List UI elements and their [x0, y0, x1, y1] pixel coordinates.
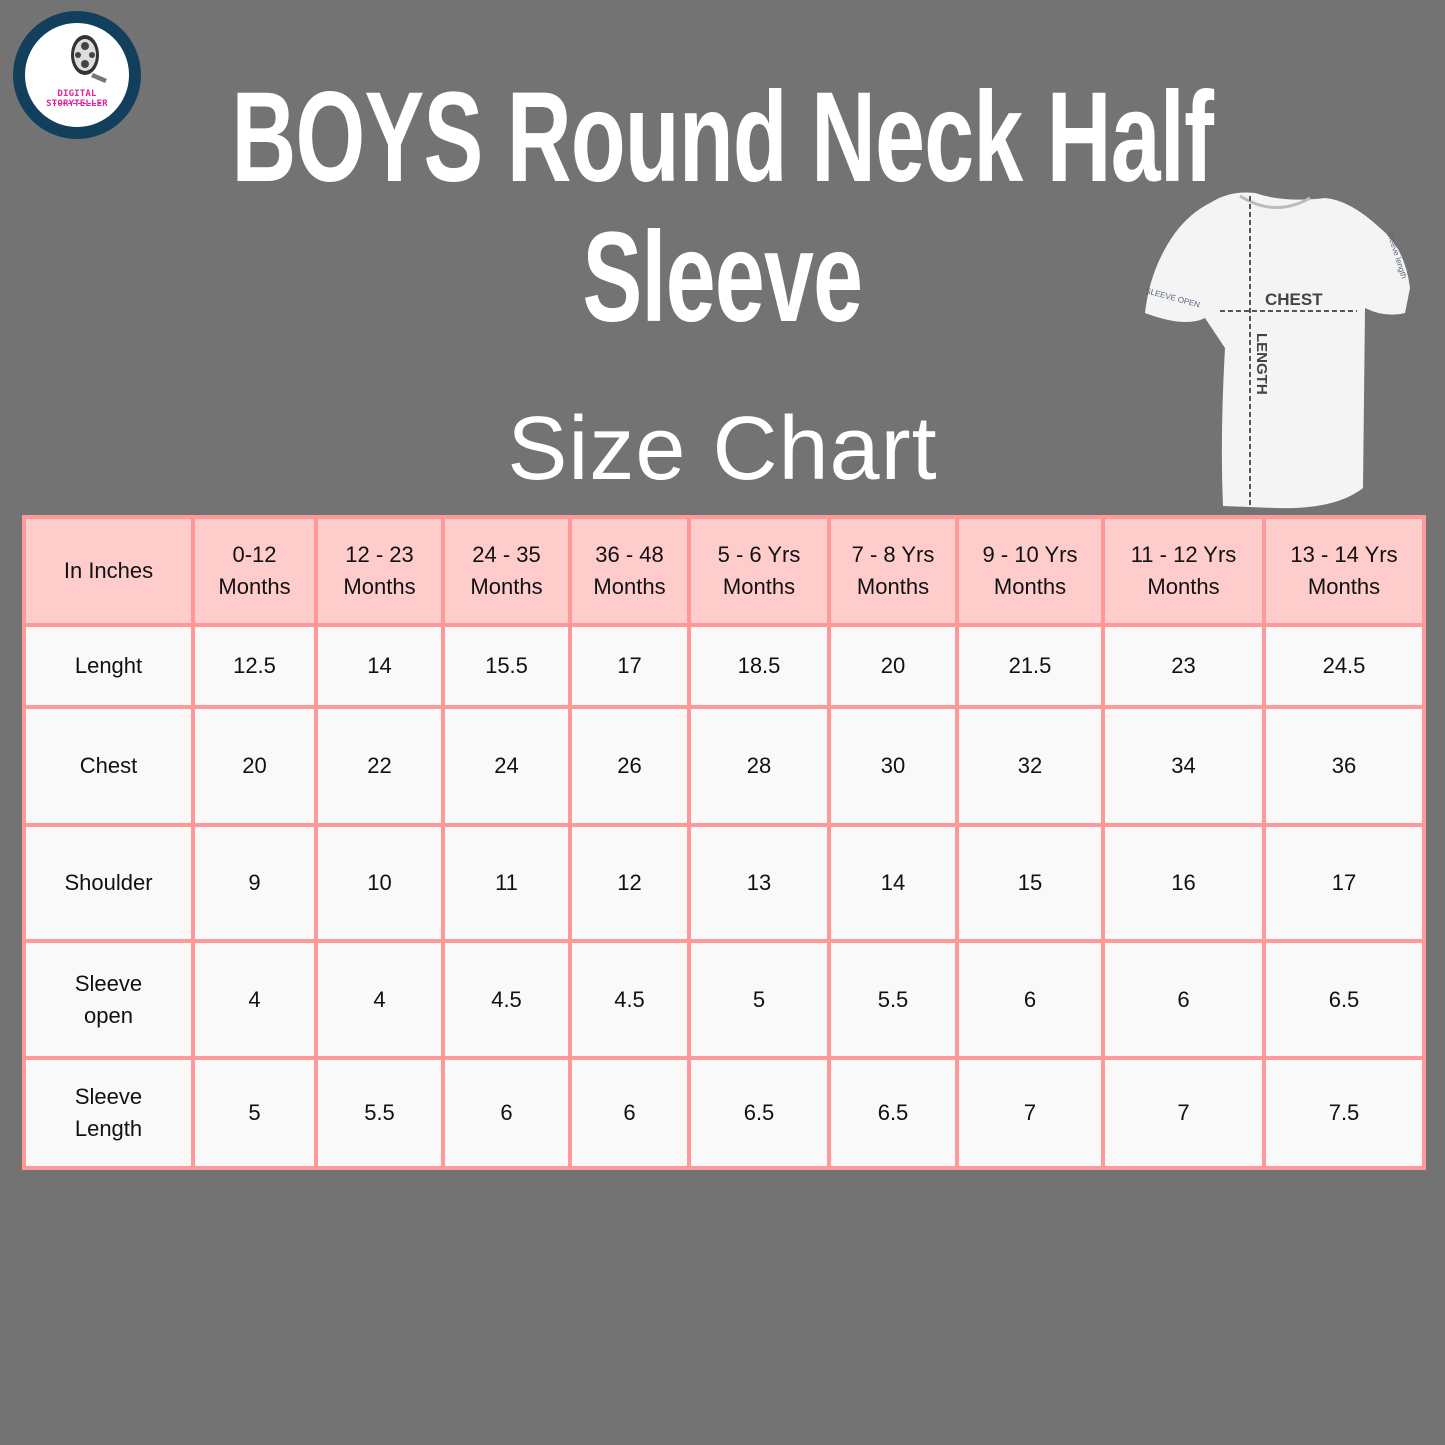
table-row: Lenght 12.5 14 15.5 17 18.5 20 21.5 23 24.5 [22, 623, 1426, 709]
measurement-cell: 4.5 [568, 939, 691, 1060]
measurement-cell: 7 [955, 1056, 1105, 1170]
measurement-cell: 15.5 [441, 623, 572, 709]
page-title-line1: BOYS Round Neck Half [231, 66, 1214, 209]
measurement-cell: 6 [441, 1056, 572, 1170]
size-column-header: 0-12 Months [191, 515, 318, 627]
measurement-cell: 15 [955, 823, 1105, 943]
measurement-cell: 26 [568, 705, 691, 827]
table-header-row: In Inches 0-12 Months 12 - 23 Months 24 - 3… [22, 515, 1426, 627]
tshirt-diagram: CHEST LENGTH SLEEVE OPEN Sleeve length [1144, 192, 1410, 509]
measurement-cell: 14 [314, 623, 445, 709]
measurement-cell: 24.5 [1262, 623, 1426, 709]
size-chart-table: In Inches 0-12 Months 12 - 23 Months 24 - 3… [22, 515, 1426, 1170]
row-label: Shoulder [22, 823, 195, 943]
measurement-cell: 9 [191, 823, 318, 943]
length-label: LENGTH [1253, 333, 1270, 395]
unit-header: In Inches [22, 515, 195, 627]
row-label: Chest [22, 705, 195, 827]
row-label: Sleeve open [22, 939, 195, 1060]
size-column-header: 9 - 10 Yrs Months [955, 515, 1105, 627]
measurement-cell: 6 [955, 939, 1105, 1060]
measurement-cell: 16 [1101, 823, 1266, 943]
size-column-header: 12 - 23 Months [314, 515, 445, 627]
measurement-cell: 18.5 [687, 623, 831, 709]
brand-logo: DIGITAL STORYTELLER [13, 11, 141, 139]
film-reel-icon [71, 35, 107, 83]
measurement-cell: 4.5 [441, 939, 572, 1060]
size-column-header: 5 - 6 Yrs Months [687, 515, 831, 627]
measurement-cell: 11 [441, 823, 572, 943]
measurement-cell: 7 [1101, 1056, 1266, 1170]
size-column-header: 24 - 35 Months [441, 515, 572, 627]
size-column-header: 7 - 8 Yrs Months [827, 515, 959, 627]
table-row: Sleeve open 4 4 4.5 4.5 5 5.5 6 6 6.5 [22, 939, 1426, 1060]
measurement-cell: 5 [687, 939, 831, 1060]
table-row: Sleeve Length 5 5.5 6 6 6.5 6.5 7 7 7.5 [22, 1056, 1426, 1170]
measurement-cell: 6.5 [827, 1056, 959, 1170]
measurement-cell: 13 [687, 823, 831, 943]
row-label: Lenght [22, 623, 195, 709]
measurement-cell: 4 [314, 939, 445, 1060]
measurement-cell: 10 [314, 823, 445, 943]
table-row: Shoulder 9 10 11 12 13 14 15 16 17 [22, 823, 1426, 943]
size-column-header: 36 - 48 Months [568, 515, 691, 627]
measurement-cell: 17 [1262, 823, 1426, 943]
measurement-cell: 24 [441, 705, 572, 827]
measurement-cell: 34 [1101, 705, 1266, 827]
logo-text: DIGITAL STORYTELLER [46, 89, 108, 109]
measurement-cell: 21.5 [955, 623, 1105, 709]
table-row: Chest 20 22 24 26 28 30 32 34 36 [22, 705, 1426, 827]
measurement-cell: 6 [1101, 939, 1266, 1060]
measurement-cell: 20 [827, 623, 959, 709]
measurement-cell: 12.5 [191, 623, 318, 709]
measurement-cell: 17 [568, 623, 691, 709]
page-title-line2: Sleeve [582, 206, 863, 349]
measurement-cell: 6.5 [1262, 939, 1426, 1060]
chest-label: CHEST [1265, 290, 1323, 309]
measurement-cell: 22 [314, 705, 445, 827]
measurement-cell: 5 [191, 1056, 318, 1170]
measurement-cell: 7.5 [1262, 1056, 1426, 1170]
measurement-cell: 5.5 [827, 939, 959, 1060]
subtitle: Size Chart [507, 399, 938, 499]
measurement-cell: 4 [191, 939, 318, 1060]
measurement-cell: 36 [1262, 705, 1426, 827]
measurement-cell: 23 [1101, 623, 1266, 709]
measurement-cell: 20 [191, 705, 318, 827]
size-column-header: 11 - 12 Yrs Months [1101, 515, 1266, 627]
measurement-cell: 30 [827, 705, 959, 827]
measurement-cell: 28 [687, 705, 831, 827]
tshirt-shape [1145, 192, 1410, 509]
size-column-header: 13 - 14 Yrs Months [1262, 515, 1426, 627]
logo-underline [53, 103, 101, 104]
measurement-cell: 12 [568, 823, 691, 943]
measurement-cell: 5.5 [314, 1056, 445, 1170]
row-label: Sleeve Length [22, 1056, 195, 1170]
measurement-cell: 14 [827, 823, 959, 943]
measurement-cell: 6.5 [687, 1056, 831, 1170]
measurement-cell: 32 [955, 705, 1105, 827]
measurement-cell: 6 [568, 1056, 691, 1170]
